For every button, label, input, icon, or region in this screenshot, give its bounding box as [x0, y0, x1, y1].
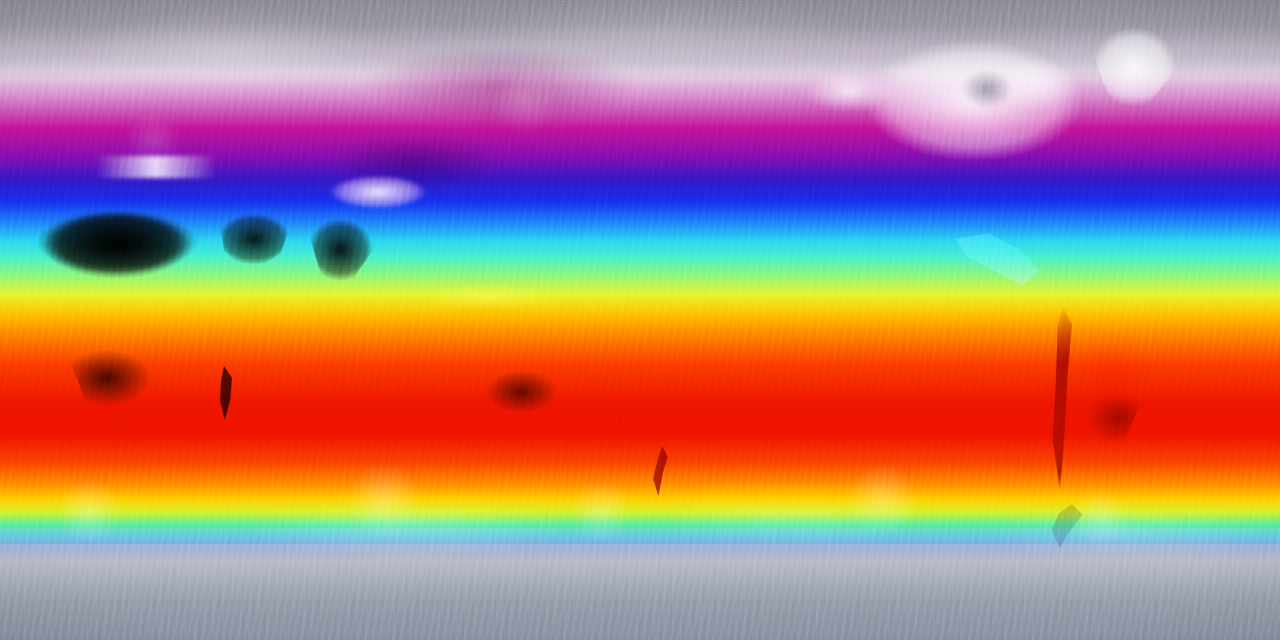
region-north-america [812, 26, 1112, 222]
region-alps [96, 156, 216, 178]
region-tibetan-plateau [318, 168, 438, 216]
region-sahara-desert [14, 200, 220, 284]
region-antarctica [0, 528, 1280, 640]
region-hudson-bay [952, 62, 1022, 116]
region-indonesia [404, 272, 574, 322]
region-alaska [790, 60, 910, 122]
